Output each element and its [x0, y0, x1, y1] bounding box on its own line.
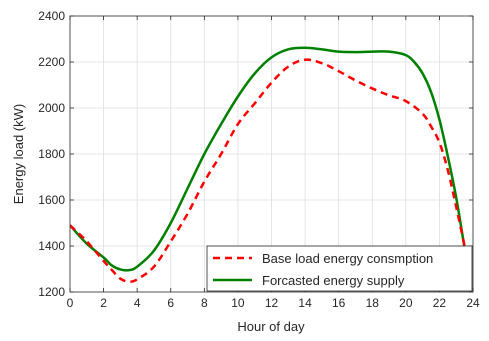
series-line-base-load — [70, 58, 466, 283]
legend-box — [206, 245, 473, 292]
series-line-forecast-supply — [70, 46, 466, 272]
x-axis-label: Hour of day — [237, 319, 305, 334]
x-tick-label: 22 — [433, 296, 447, 310]
y-tick-label: 2000 — [38, 101, 65, 115]
x-tick-label: 16 — [332, 296, 346, 310]
x-tick-label: 10 — [231, 296, 245, 310]
x-tick-label: 0 — [67, 296, 74, 310]
x-tick-label: 8 — [201, 296, 208, 310]
y-tick-label: 2400 — [38, 9, 65, 23]
x-tick-label: 12 — [265, 296, 279, 310]
y-tick-label: 1400 — [38, 239, 65, 253]
series-layer — [70, 46, 466, 283]
y-tick-label: 2200 — [38, 55, 65, 69]
y-tick-label: 1600 — [38, 193, 65, 207]
x-tick-label: 20 — [399, 296, 413, 310]
x-tick-label: 4 — [134, 296, 141, 310]
legend: Base load energy consmption Forcasted en… — [206, 245, 473, 292]
x-tick-label: 18 — [366, 296, 380, 310]
x-tick-label: 2 — [100, 296, 107, 310]
legend-label-base-load: Base load energy consmption — [262, 251, 433, 266]
legend-label-forecast-supply: Forcasted energy supply — [262, 273, 405, 288]
y-axis-label: Energy load (kW) — [11, 104, 26, 204]
x-tick-label: 14 — [298, 296, 312, 310]
x-tick-label: 6 — [167, 296, 174, 310]
tick-labels: 0 2 4 6 8 10 12 14 16 18 20 22 241200140016001800200… — [38, 9, 480, 310]
y-tick-label: 1800 — [38, 147, 65, 161]
y-tick-label: 1200 — [38, 285, 65, 299]
x-tick-label: 24 — [466, 296, 480, 310]
